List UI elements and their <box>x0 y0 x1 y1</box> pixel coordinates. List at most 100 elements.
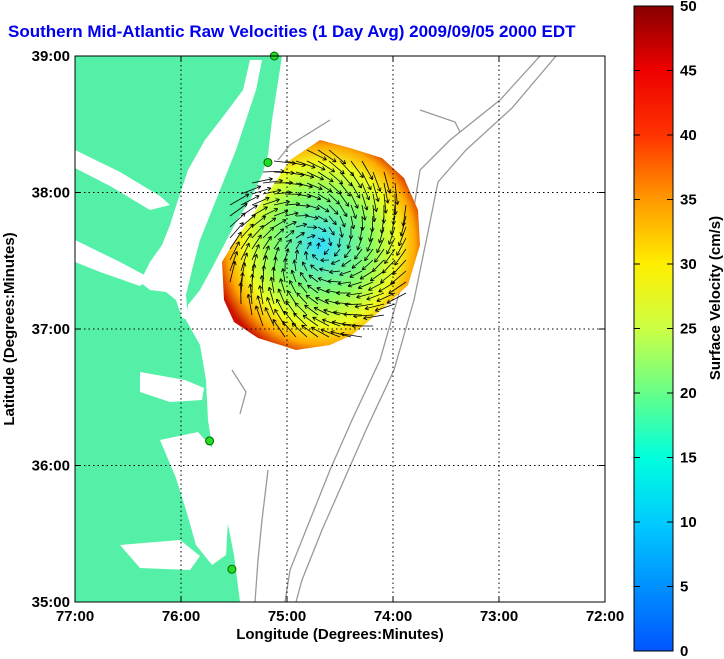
velocity-arrow <box>240 195 260 206</box>
colorbar-tick-label: 20 <box>680 385 697 402</box>
velocity-arrow <box>386 237 396 255</box>
x-axis-label: Longitude (Degrees:Minutes) <box>236 626 444 643</box>
velocity-arrow <box>229 241 240 261</box>
velocity-arrow <box>330 259 341 265</box>
velocity-arrow <box>240 185 262 195</box>
velocity-arrow <box>251 234 262 250</box>
velocity-arrow <box>246 293 253 316</box>
x-tick-label: 74:00 <box>374 608 412 625</box>
velocity-arrow <box>273 200 290 206</box>
x-tick-label: 75:00 <box>268 608 306 625</box>
velocity-arrow <box>340 331 363 338</box>
velocity-arrow <box>306 225 318 230</box>
velocity-arrow <box>293 312 308 327</box>
velocity-arrow <box>323 308 341 316</box>
station-markers <box>205 51 279 574</box>
velocity-arrow <box>372 259 385 272</box>
coast-sound-south <box>120 540 200 570</box>
velocity-arrow <box>259 275 265 294</box>
velocity-arrow <box>313 306 330 316</box>
colorbar-label: Surface Velocity (cm/s) <box>707 216 724 380</box>
x-axis-ticks: 77:00 76:00 75:00 74:00 73:00 72:00 <box>56 56 624 625</box>
station-marker <box>227 564 237 574</box>
velocity-arrow <box>327 279 341 284</box>
velocity-arrow <box>272 319 286 338</box>
velocity-arrow <box>264 307 275 327</box>
velocity-arrow <box>361 171 372 191</box>
velocity-arrow <box>339 204 348 218</box>
velocity-arrow <box>316 287 330 294</box>
velocity-arrow <box>317 160 336 173</box>
velocity-arrow <box>258 285 264 305</box>
velocity-arrow <box>359 270 374 280</box>
velocity-arrow <box>251 196 270 206</box>
velocity-arrow <box>240 233 252 250</box>
velocity-arrow <box>295 171 315 179</box>
velocity-arrow <box>248 283 253 305</box>
velocity-arrow <box>305 294 319 305</box>
velocity-arrow <box>277 288 286 305</box>
velocity-arrow <box>229 193 250 206</box>
velocity-arrow <box>366 237 374 252</box>
velocity-arrow <box>240 242 250 261</box>
velocity-arrow <box>372 193 379 213</box>
velocity-arrow <box>317 149 337 163</box>
velocity-arrow <box>368 281 385 291</box>
velocity-arrow <box>295 182 313 189</box>
velocity-arrow <box>388 226 396 245</box>
velocity-arrow <box>317 226 327 232</box>
velocity-arrow <box>372 182 380 202</box>
velocity-arrow <box>306 160 326 171</box>
velocity-arrow <box>361 182 370 201</box>
velocity-arrow <box>317 171 334 183</box>
velocity-arrow <box>251 177 273 184</box>
x-tick-label: 76:00 <box>162 608 200 625</box>
velocity-arrow <box>306 204 320 211</box>
velocity-arrow <box>290 269 297 283</box>
velocity-arrow <box>256 295 264 316</box>
velocity-arrow <box>240 252 249 272</box>
y-tick-label: 36:00 <box>32 458 70 475</box>
velocity-arrow <box>350 204 357 219</box>
velocity-arrow <box>307 284 319 294</box>
velocity-arrow <box>328 215 337 226</box>
bay-inlet-south <box>75 240 150 286</box>
y-axis-ticks: 39:00 38:00 37:00 36:00 35:00 <box>32 48 605 611</box>
velocity-arrow <box>229 251 239 272</box>
velocity-arrow <box>284 211 299 217</box>
velocity-arrow <box>397 226 407 247</box>
velocity-arrow <box>249 273 255 294</box>
velocity-arrow <box>282 320 297 338</box>
y-axis-label: Latitude (Degrees:Minutes) <box>1 232 18 425</box>
velocity-arrow <box>251 206 268 217</box>
velocity-arrow <box>294 249 300 261</box>
velocity-arrow <box>328 193 340 205</box>
colorbar-tick-label: 40 <box>680 127 697 144</box>
velocity-arrow <box>347 281 363 288</box>
x-tick-label: 72:00 <box>586 608 624 625</box>
velocity-arrow <box>251 215 266 228</box>
velocity-arrow <box>337 281 352 286</box>
velocity-arrow <box>339 270 352 276</box>
velocity-arrow <box>327 237 333 247</box>
velocity-arrow <box>299 271 308 283</box>
velocity-arrow <box>284 221 297 228</box>
velocity-arrow <box>364 303 385 311</box>
velocity-arrow <box>339 215 346 228</box>
velocity-arrow <box>384 248 396 265</box>
velocity-arrow <box>320 257 330 263</box>
velocity-arrow <box>372 171 382 192</box>
velocity-arrow <box>301 261 308 272</box>
velocity-arrow <box>301 324 319 338</box>
velocity-arrow <box>273 209 289 217</box>
velocity-arrow <box>308 274 319 283</box>
velocity-arrow <box>296 292 308 305</box>
velocity-arrow <box>323 248 330 255</box>
velocity-arrow <box>262 208 279 217</box>
velocity-arrow <box>378 226 385 244</box>
velocity-arrow <box>350 215 356 230</box>
velocity-arrow <box>229 260 237 283</box>
velocity-arrow <box>292 259 297 272</box>
velocity-arrow <box>317 193 331 203</box>
